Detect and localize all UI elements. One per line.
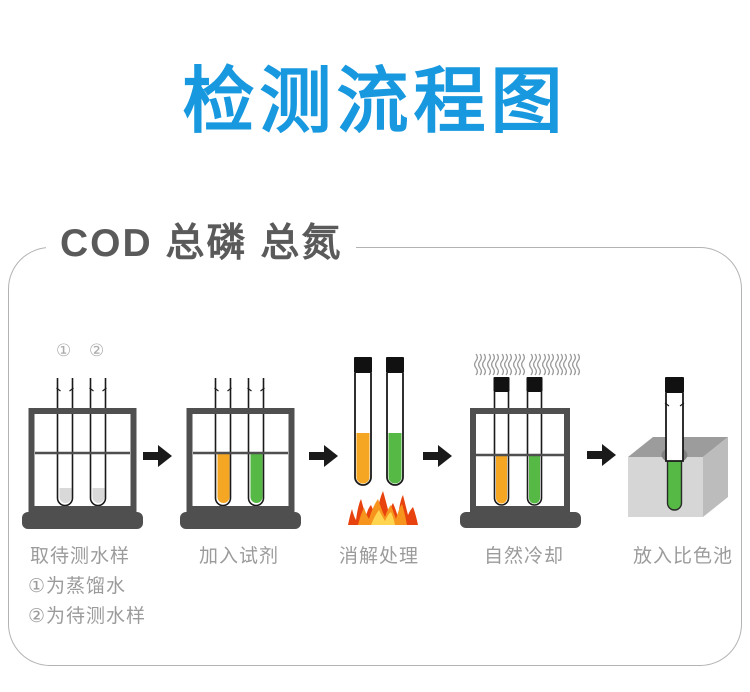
step5-caption: 放入比色池 [633,546,734,567]
tube-label-1: ① [56,341,72,360]
capped-test-tube-icon [664,377,685,511]
step1-rack-illustration [22,378,143,529]
tube-rack-icon [22,408,143,529]
tube-rack-icon [180,408,301,529]
footnote-distilled-water: ①为蒸馏水 [28,576,127,597]
step2-caption: 加入试剂 [199,546,280,567]
tube-label-2: ② [89,341,105,360]
step4-caption: 自然冷却 [484,546,565,567]
test-tube-icon [214,378,265,507]
footnote-test-sample: ②为待测水样 [28,606,147,627]
arrow-right-icon [143,445,172,467]
step4-cooling-illustration [460,353,581,528]
capped-test-tube-icon [493,377,543,506]
steam-icon [473,353,581,376]
capped-test-tube-icon [354,357,404,486]
step1-caption: 取待测水样 [30,546,131,567]
panel-heading: COD 总磷 总氮 [46,217,357,272]
step3-digestion-illustration [348,357,418,525]
test-tube-icon [56,378,107,507]
step2-rack-illustration [180,378,301,529]
arrow-right-icon [587,444,616,466]
flow-panel [8,247,742,666]
step5-colorimetric-illustration [628,377,728,517]
tube-rack-icon [460,408,581,528]
arrow-right-icon [423,445,452,467]
flame-icon [348,491,418,525]
step3-caption: 消解处理 [339,546,420,567]
page-title: 检测流程图 [182,62,568,142]
arrow-right-icon [309,445,338,467]
